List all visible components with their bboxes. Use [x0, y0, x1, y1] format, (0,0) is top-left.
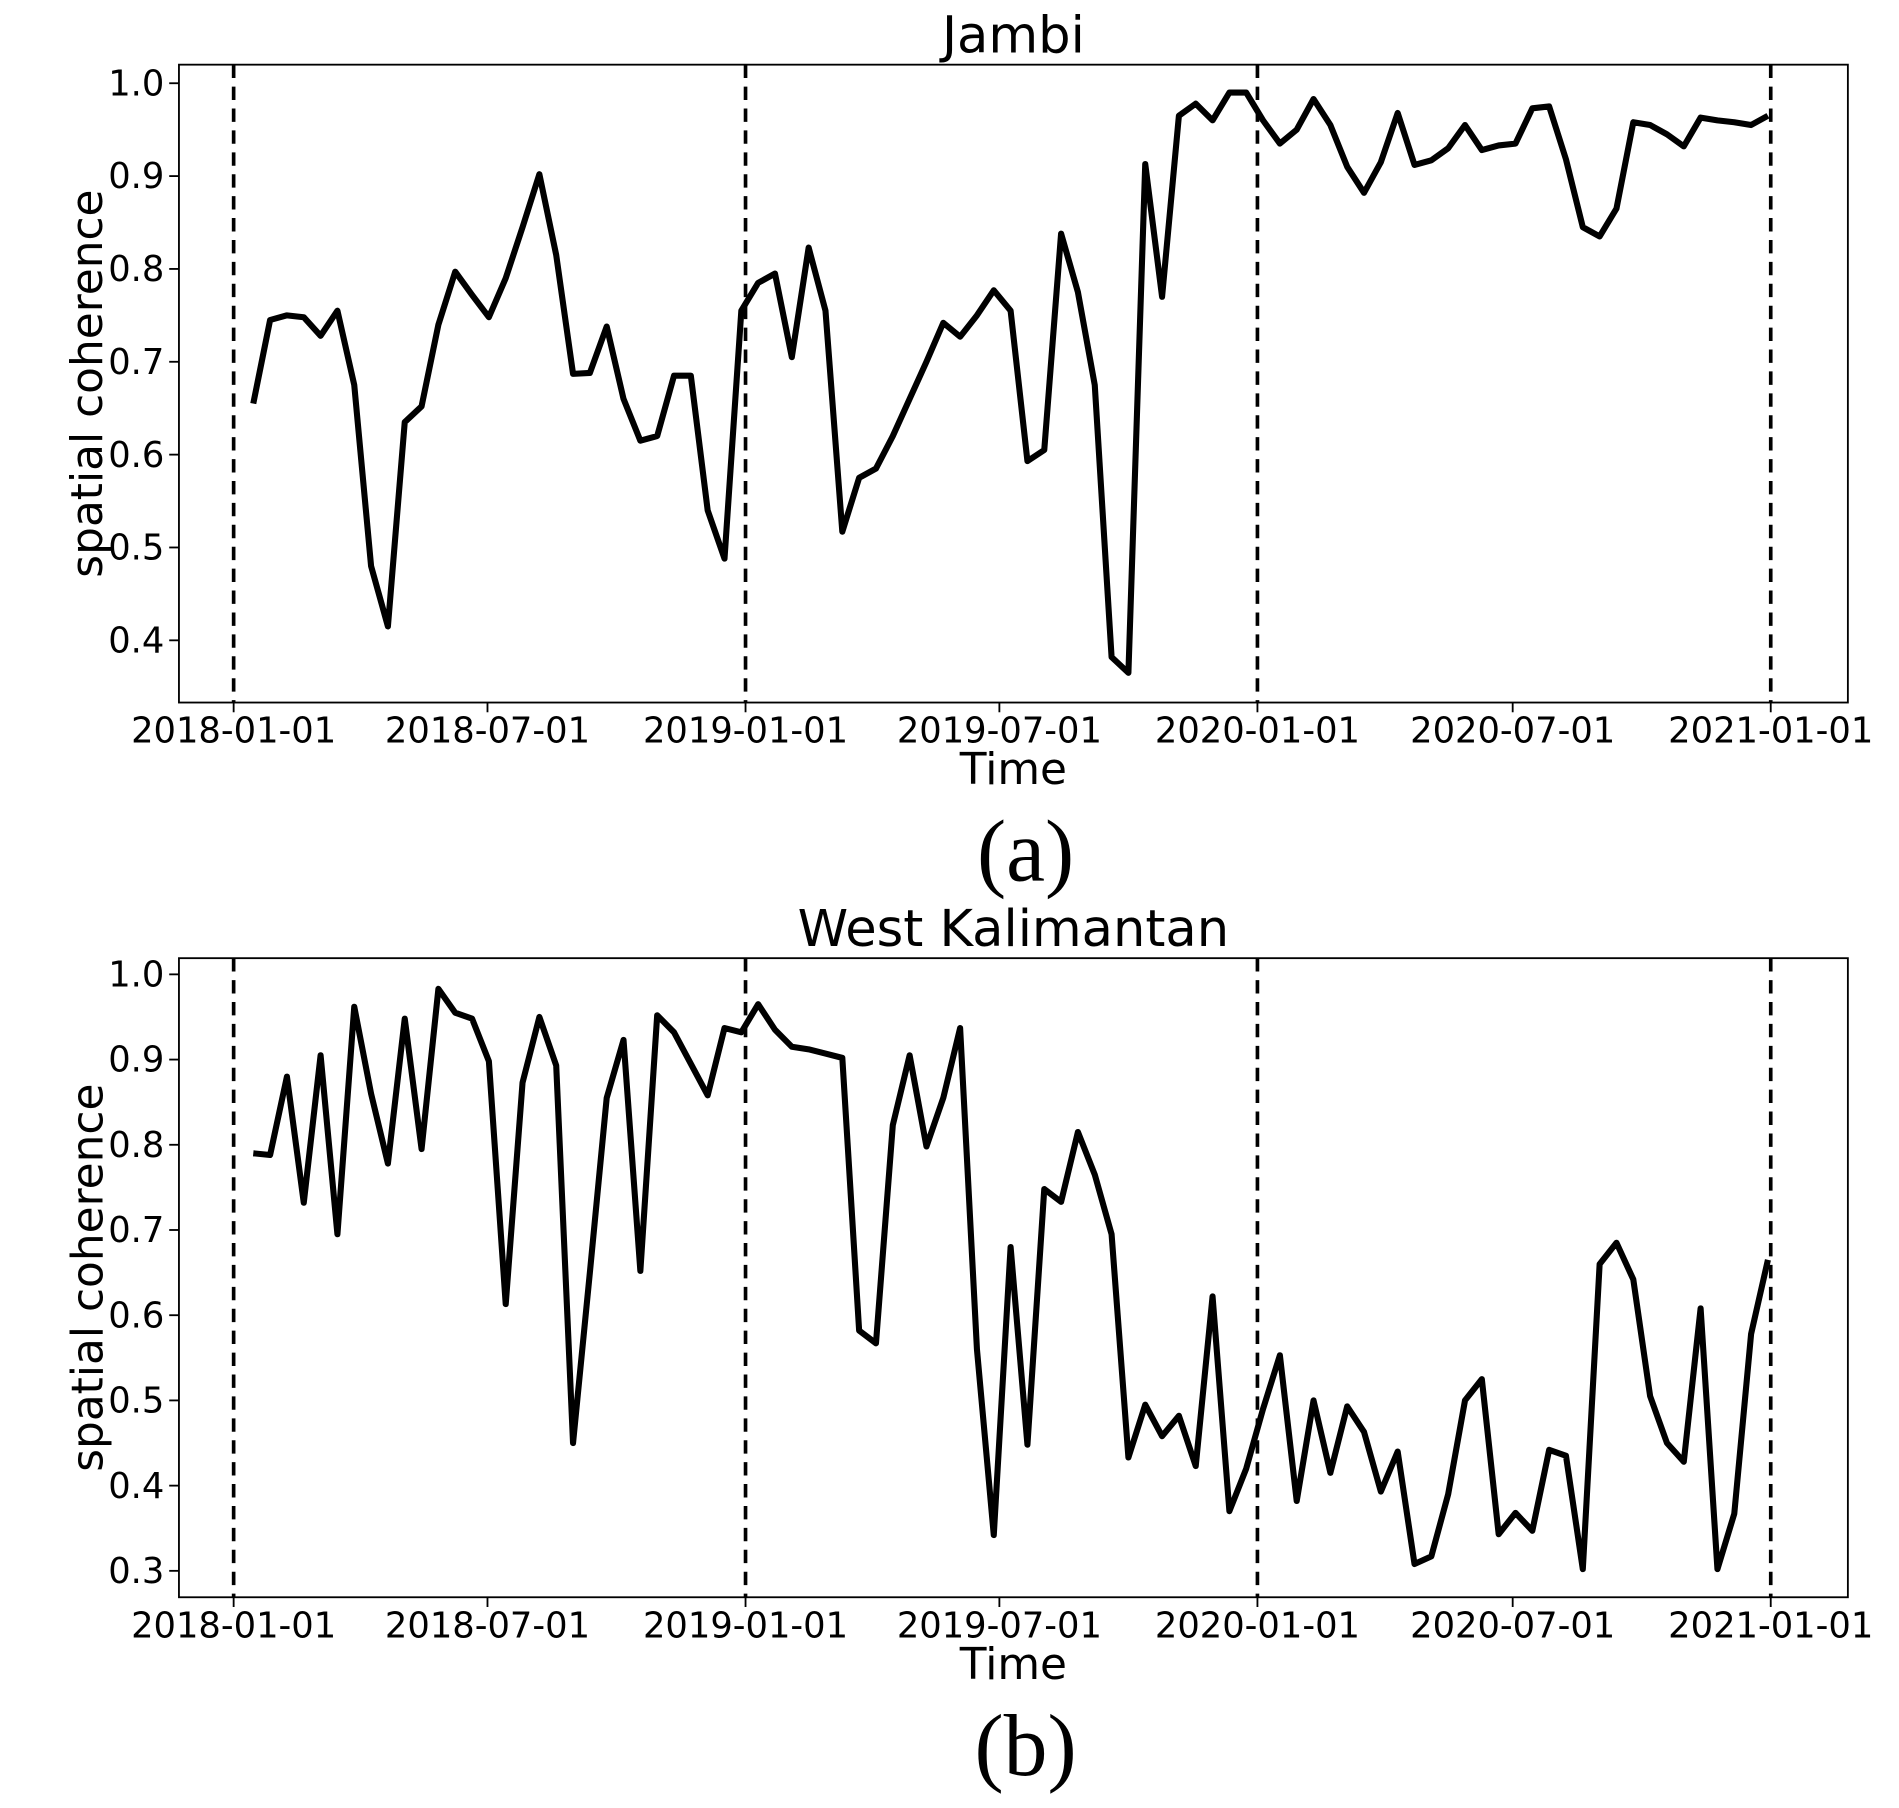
x-tick-label: 2018-01-01 — [131, 1605, 336, 1646]
y-tick-label: 0.8 — [108, 1125, 164, 1166]
y-tick-label: 0.9 — [108, 156, 164, 197]
x-tick-label: 2020-07-01 — [1410, 1605, 1615, 1646]
x-tick-label: 2019-07-01 — [897, 1605, 1102, 1646]
plot-frame — [178, 957, 1849, 1599]
y-tick-label: 0.5 — [108, 528, 164, 569]
x-tick-label: 2020-01-01 — [1155, 711, 1360, 752]
x-tick-label: 2019-01-01 — [643, 1605, 848, 1646]
y-axis-label: spatial coherence — [62, 189, 113, 577]
data-line — [252, 985, 1771, 1573]
x-tick-label: 2019-07-01 — [897, 711, 1102, 752]
x-tick-label: 2020-07-01 — [1410, 711, 1615, 752]
y-tick-label: 1.0 — [108, 955, 164, 996]
data-line — [250, 89, 1770, 676]
x-tick-label: 2018-07-01 — [385, 1605, 590, 1646]
plot-frame — [178, 63, 1849, 704]
y-tick-label: 0.8 — [108, 249, 164, 290]
y-tick-label: 0.6 — [108, 435, 164, 476]
y-tick-label: 0.4 — [108, 621, 164, 662]
y-tick-label: 0.3 — [108, 1551, 164, 1592]
x-tick-label: 2021-01-01 — [1668, 711, 1873, 752]
chart-title: West Kalimantan — [798, 900, 1229, 959]
caption: (a) — [977, 802, 1074, 899]
y-tick-label: 1.0 — [108, 63, 164, 104]
x-axis-label: Time — [959, 744, 1067, 795]
x-tick-label: 2018-07-01 — [385, 711, 590, 752]
y-tick-label: 0.7 — [108, 342, 164, 383]
y-tick-label: 0.5 — [108, 1381, 164, 1422]
x-tick-label: 2018-01-01 — [131, 711, 336, 752]
x-axis-label: Time — [959, 1639, 1067, 1690]
y-tick-label: 0.9 — [108, 1040, 164, 1081]
caption: (b) — [974, 1697, 1076, 1794]
x-tick-label: 2020-01-01 — [1155, 1605, 1360, 1646]
x-tick-label: 2019-01-01 — [643, 711, 848, 752]
y-axis-label: spatial coherence — [62, 1084, 113, 1472]
y-tick-label: 0.6 — [108, 1295, 164, 1336]
x-tick-label: 2021-01-01 — [1668, 1605, 1873, 1646]
chart-title: Jambi — [939, 6, 1085, 65]
y-tick-label: 0.4 — [108, 1466, 164, 1507]
y-tick-label: 0.7 — [108, 1210, 164, 1251]
